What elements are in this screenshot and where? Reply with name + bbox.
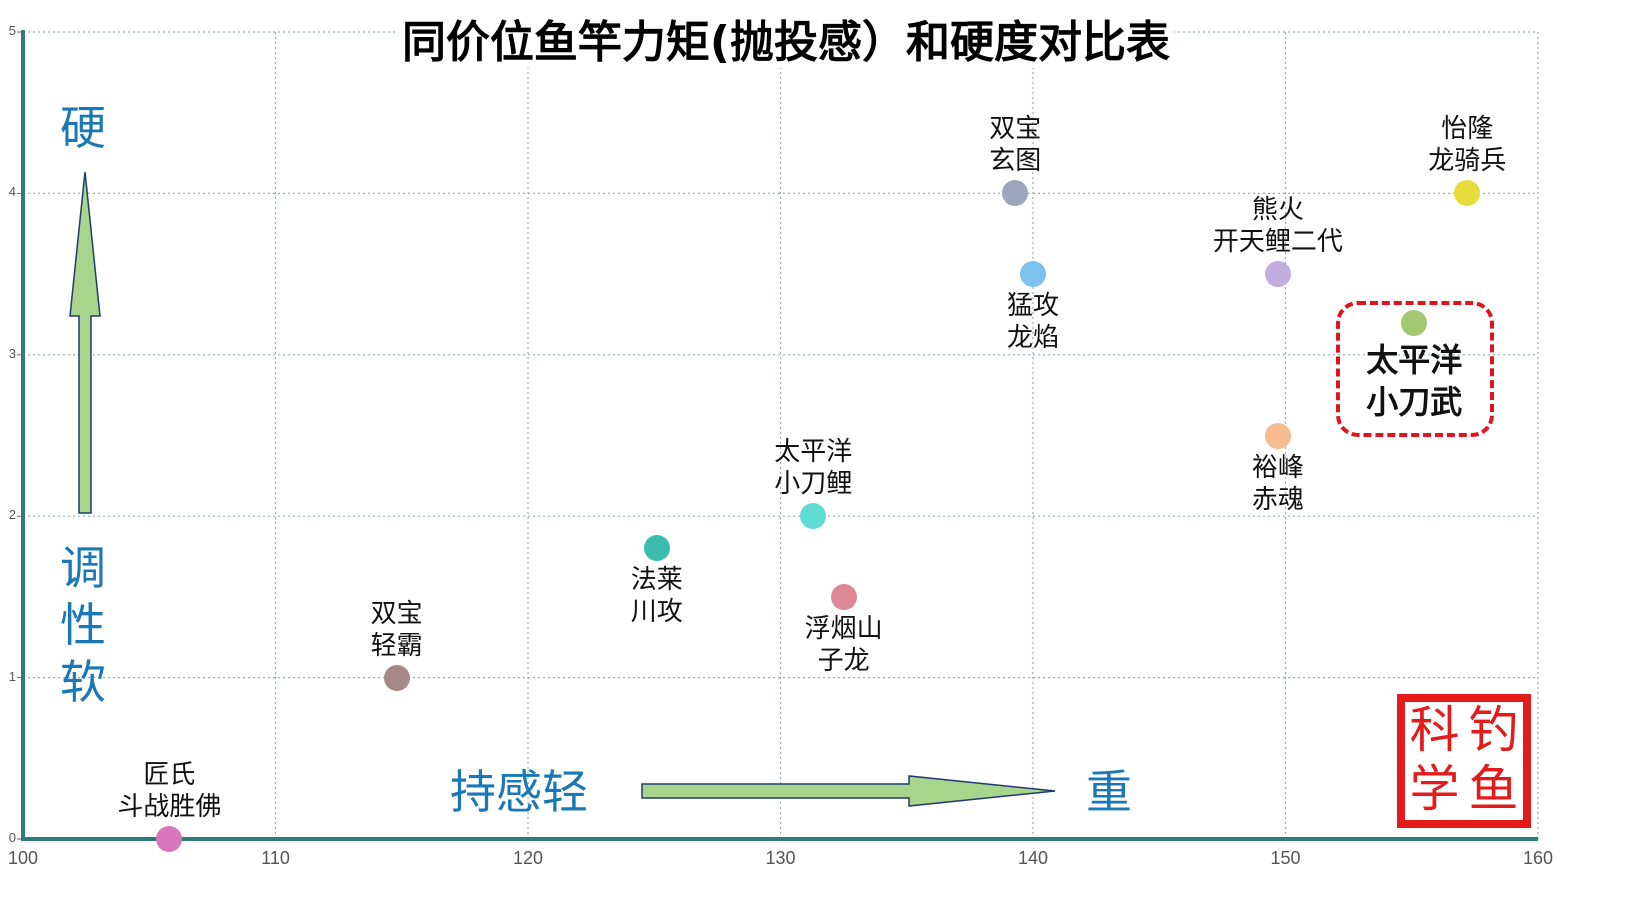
point-label-brand: 双宝 (370, 598, 423, 629)
data-point (830, 583, 857, 610)
point-label: 太平洋 小刀鲤 (774, 436, 852, 500)
data-point (1264, 261, 1291, 288)
point-label: 裕峰 赤魂 (1252, 452, 1304, 516)
x-tick-label: 130 (765, 848, 796, 868)
point-label-brand: 裕峰 (1251, 452, 1304, 483)
data-point (643, 535, 670, 562)
data-point (1454, 180, 1481, 207)
seal-char: 科 (1409, 701, 1460, 759)
point-label-model: 玄图 (989, 146, 1042, 177)
y-tick-label: 0 (8, 830, 16, 845)
point-label: 双宝 玄图 (989, 113, 1041, 177)
seal-char: 学 (1409, 760, 1460, 818)
point-label: 法莱 川攻 (631, 564, 683, 628)
point-label-model: 龙骑兵 (1428, 146, 1507, 177)
point-label-brand: 怡隆 (1441, 114, 1494, 145)
y-tick-label: 2 (8, 507, 16, 523)
point-label-brand: 太平洋 (774, 437, 853, 468)
point-label-brand: 匠氏 (143, 760, 196, 790)
y-axis-top-label: 硬 (60, 101, 106, 155)
chart-title: 同价位鱼竿力矩(抛投感）和硬度对比表 (0, 6, 1572, 70)
y-axis-bottom-label-2: 性 (60, 598, 106, 652)
point-label-model: 赤魂 (1251, 484, 1304, 515)
data-point (383, 664, 410, 691)
point-label-model: 川攻 (630, 597, 683, 628)
right-arrow-icon (641, 775, 1056, 807)
data-point (1264, 422, 1291, 449)
point-label-brand: 猛攻 (1006, 291, 1060, 322)
point-label: 匠氏 斗战胜佛 (117, 759, 221, 823)
point-label-brand: 熊火 (1251, 195, 1304, 226)
seal-char: 钓 (1468, 701, 1519, 759)
point-label-model: 开天鲤二代 (1212, 227, 1343, 258)
point-label: 太平洋 小刀武 (1366, 339, 1462, 423)
point-label: 浮烟山 子龙 (805, 613, 883, 677)
data-point (156, 826, 183, 852)
chart-title-text: 同价位鱼竿力矩(抛投感）和硬度对比表 (397, 17, 1175, 68)
x-axis-right-label: 重 (1086, 765, 1132, 819)
data-point (800, 503, 827, 530)
x-tick-label: 120 (512, 848, 544, 868)
point-label-model: 斗战胜佛 (117, 792, 222, 822)
data-point (1020, 261, 1046, 288)
point-label-brand: 法莱 (630, 565, 683, 596)
x-tick-label: 100 (7, 848, 39, 868)
point-label-brand: 浮烟山 (804, 613, 883, 644)
x-tick-label: 140 (1017, 848, 1049, 868)
point-label-model: 轻霸 (370, 630, 423, 661)
y-tick-label: 5 (8, 23, 16, 38)
y-tick-label: 3 (8, 345, 16, 361)
point-label: 猛攻 龙焰 (1007, 290, 1059, 354)
highlight-box (1336, 301, 1494, 437)
y-tick-label: 1 (8, 668, 16, 684)
point-label-brand: 太平洋 (1366, 340, 1463, 379)
point-label-brand: 双宝 (989, 114, 1042, 145)
up-arrow-icon (69, 171, 101, 514)
x-tick-label: 150 (1270, 848, 1301, 868)
x-axis-left-label: 持感轻 (450, 765, 588, 819)
data-point (1002, 180, 1029, 207)
seal-char: 鱼 (1468, 760, 1519, 818)
point-label-model: 龙焰 (1006, 323, 1060, 354)
point-label-model: 小刀鲤 (774, 469, 853, 500)
data-point (1401, 309, 1428, 336)
point-label-model: 小刀武 (1366, 382, 1463, 421)
y-tick-label: 4 (8, 184, 16, 200)
point-label: 熊火 开天鲤二代 (1213, 194, 1343, 258)
y-axis-bottom-label-1: 调 (60, 541, 106, 595)
x-tick-label: 160 (1522, 848, 1554, 868)
seal-logo: 科 钓 学 鱼 (1397, 694, 1531, 828)
x-tick-label: 110 (261, 848, 290, 868)
y-axis-bottom-label-3: 软 (60, 655, 106, 709)
point-label: 怡隆 龙骑兵 (1428, 113, 1506, 177)
point-label-model: 子龙 (817, 645, 870, 676)
point-label: 双宝 轻霸 (371, 598, 423, 662)
